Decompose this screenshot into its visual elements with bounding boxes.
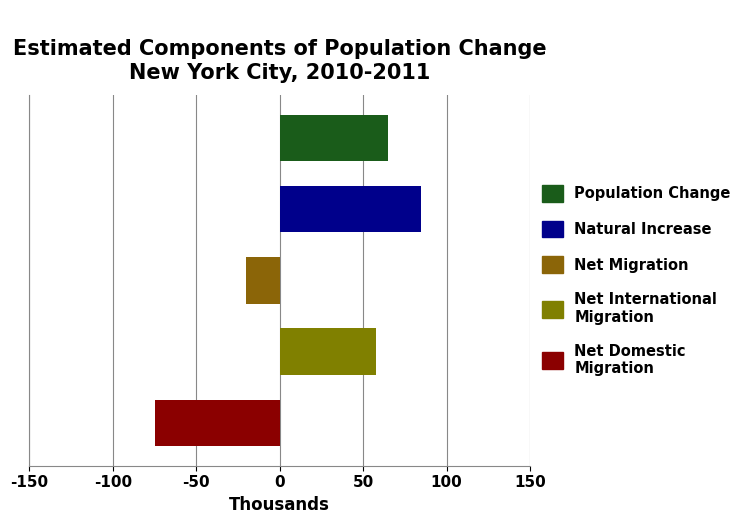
Bar [280, 186, 422, 232]
Bar [280, 115, 388, 161]
Legend: Population Change, Natural Increase, Net Migration, Net International
Migration,: Population Change, Natural Increase, Net… [542, 185, 731, 376]
X-axis label: Thousands: Thousands [229, 496, 330, 514]
Bar [247, 257, 280, 304]
Bar [280, 329, 376, 375]
Bar [155, 399, 280, 446]
Title: Estimated Components of Population Change
New York City, 2010-2011: Estimated Components of Population Chang… [13, 39, 547, 83]
